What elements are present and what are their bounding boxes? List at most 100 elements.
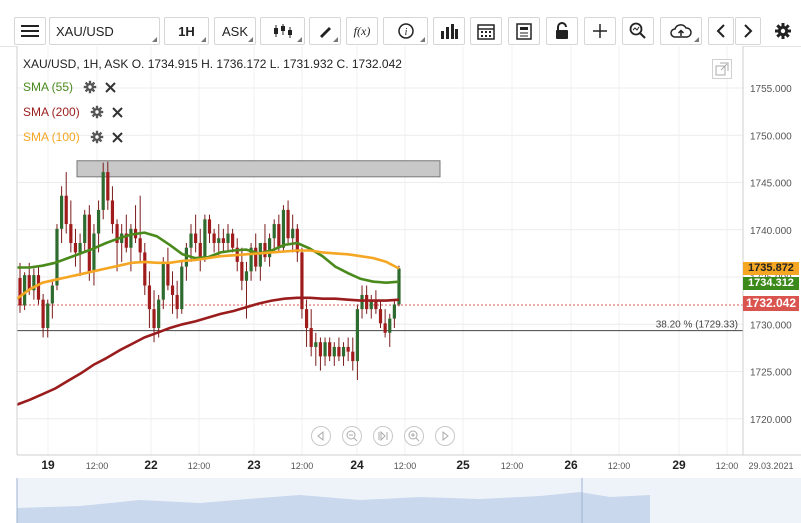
dropdown-corner-icon: [297, 37, 302, 42]
close-icon[interactable]: [111, 131, 123, 143]
candle-body-down: [300, 252, 304, 310]
symbol-selector[interactable]: XAU/USD: [49, 17, 160, 45]
candle-body-down: [194, 233, 198, 243]
zoom-button[interactable]: [622, 17, 654, 45]
navigator[interactable]: [16, 478, 801, 523]
price-side-selector[interactable]: ASK: [214, 17, 256, 45]
candle-body-down: [73, 242, 78, 253]
candle: [378, 299, 383, 329]
menu-button[interactable]: [14, 17, 46, 45]
legend-sma200[interactable]: SMA (200): [23, 105, 123, 119]
candle: [73, 228, 78, 267]
candle-body-down: [124, 233, 128, 248]
gear-icon[interactable]: [83, 80, 97, 94]
volume-button[interactable]: [433, 17, 465, 45]
timeframe-selector[interactable]: 1H: [164, 17, 209, 45]
candle-body-down: [64, 195, 68, 225]
candle: [96, 200, 101, 253]
popout-icon: [715, 62, 729, 76]
unlock-icon: [556, 22, 568, 39]
nav-back-button[interactable]: [311, 426, 331, 446]
crosshair-button[interactable]: [584, 17, 616, 45]
time-axis[interactable]: 19 12:00 22 12:00 23 12:00 24 12:00 25 12:00 26 12:…: [41, 458, 793, 472]
candle-body-up: [258, 242, 262, 267]
ohlc-legend: XAU/USD, 1H, ASK O. 1734.915 H. 1736.172…: [23, 57, 402, 71]
candle-body-down: [69, 224, 73, 243]
candle: [161, 257, 165, 310]
price-tick-label: 1745.000: [750, 179, 792, 190]
drawing-tools-button[interactable]: [309, 17, 341, 45]
info-button[interactable]: i: [383, 17, 428, 45]
nav-forward-button[interactable]: [435, 426, 455, 446]
candle-body-down: [147, 285, 152, 310]
candle-body-up: [180, 266, 184, 310]
time-tick-label: 12:00: [291, 461, 314, 471]
scroll-right-button[interactable]: [735, 17, 761, 45]
candle: [138, 195, 142, 262]
triangle-right-icon: [442, 431, 449, 441]
candle: [41, 294, 45, 338]
crosshair-icon: [593, 24, 607, 38]
time-tick-label: 29.03.2021: [748, 461, 793, 471]
close-icon[interactable]: [105, 81, 116, 93]
candle: [328, 337, 332, 362]
candle: [18, 262, 22, 313]
dropdown-corner-icon: [248, 37, 253, 42]
candle-body-up: [161, 261, 165, 300]
price-axis[interactable]: 1720.0001725.0001730.0001735.0001740.000…: [750, 84, 792, 426]
candle: [87, 205, 91, 281]
price-side-label: ASK: [221, 23, 248, 39]
candle-body-up: [314, 342, 318, 347]
scroll-left-button[interactable]: [708, 17, 734, 45]
calendar-button[interactable]: [470, 17, 502, 45]
triangle-left-icon: [317, 431, 324, 441]
candle-body-up: [355, 309, 360, 362]
zoom-in-button[interactable]: [404, 426, 424, 446]
time-tick-label: 26: [564, 458, 578, 472]
popout-button[interactable]: [712, 59, 732, 79]
reset-view-button[interactable]: [373, 426, 393, 446]
candle: [101, 162, 105, 220]
candle-body-down: [198, 242, 202, 258]
dropdown-corner-icon: [694, 37, 699, 42]
legend-sma100[interactable]: SMA (100): [23, 130, 123, 144]
candle-body-up: [281, 209, 286, 248]
fib-level-label: 38.20 % (1729.33): [656, 320, 738, 331]
candle: [369, 294, 373, 319]
lock-button[interactable]: [546, 17, 578, 45]
sma200-label: SMA (200): [23, 105, 80, 119]
time-tick-label: 22: [144, 458, 158, 472]
settings-button[interactable]: [768, 17, 798, 45]
sma55-price-tag: 1734.312: [743, 277, 799, 290]
candle-body-up: [388, 318, 392, 333]
sma100-price-tag: 1735.872: [743, 262, 799, 275]
gear-icon[interactable]: [90, 130, 104, 144]
candle-body-up: [203, 219, 207, 258]
candle: [64, 172, 68, 234]
chart-type-button[interactable]: [260, 17, 305, 45]
indicators-button[interactable]: f(x): [346, 17, 378, 45]
gear-icon[interactable]: [90, 105, 104, 119]
cloud-save-button[interactable]: [660, 17, 702, 45]
time-tick-label: 19: [41, 458, 55, 472]
svg-text:i: i: [404, 27, 407, 38]
news-button[interactable]: [508, 17, 540, 45]
candle-body-up: [249, 247, 253, 272]
sma-line-200: [16, 296, 400, 406]
candle-body-down: [304, 309, 309, 329]
plot-background: [17, 46, 743, 455]
zoom-out-button[interactable]: [342, 426, 362, 446]
legend-sma55[interactable]: SMA (55): [23, 80, 116, 94]
time-tick-label: 12:00: [394, 461, 417, 471]
indicators-label: f(x): [353, 23, 371, 38]
hamburger-icon: [21, 25, 39, 37]
candle-body-down: [27, 275, 31, 291]
candle: [23, 272, 27, 311]
candle: [323, 337, 327, 366]
close-icon[interactable]: [111, 106, 123, 118]
candle-body-down: [36, 275, 41, 300]
dropdown-corner-icon: [333, 37, 338, 42]
zoom-in-icon: [408, 430, 420, 442]
price-tick-label: 1750.000: [750, 131, 792, 142]
